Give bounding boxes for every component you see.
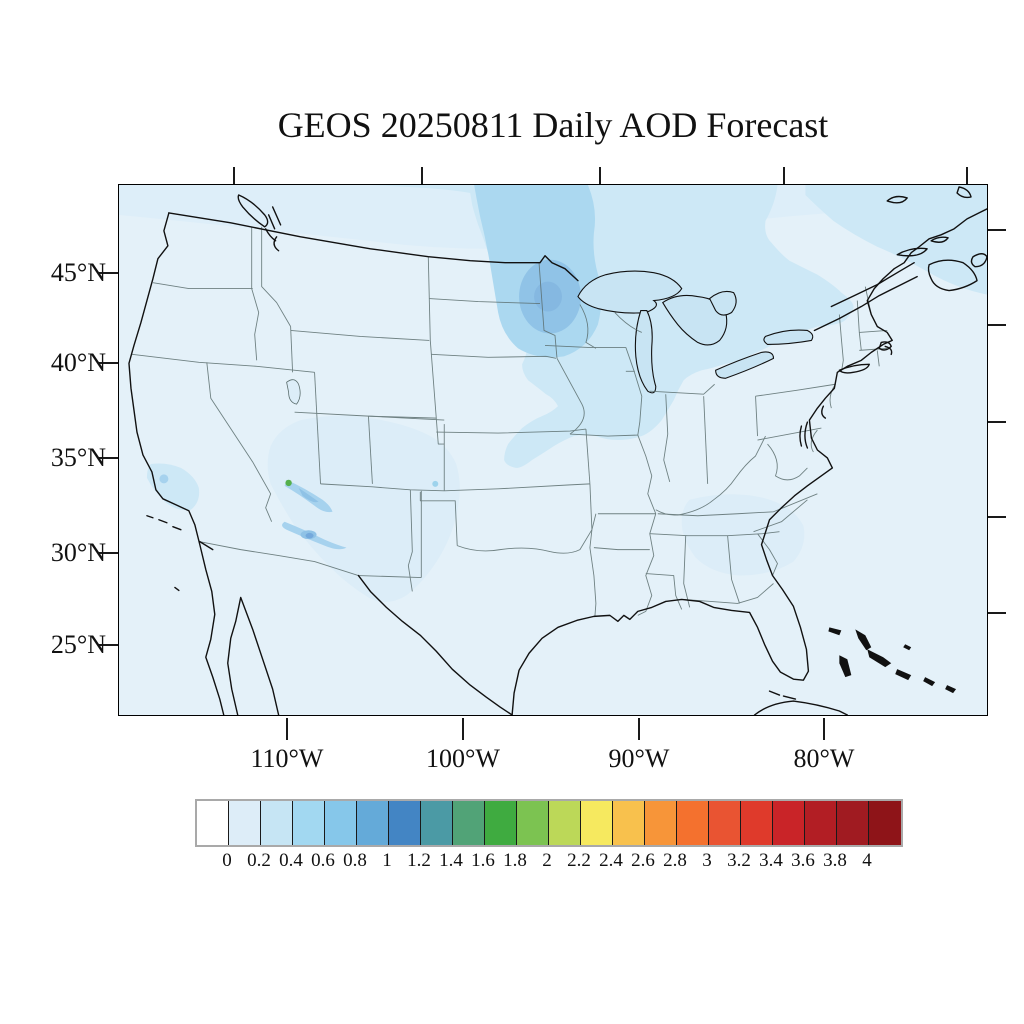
- aod-plume-inner-core: [534, 281, 562, 312]
- lat-label-25n: 25°N: [50, 630, 106, 659]
- islands: [828, 627, 957, 694]
- aod-northeast-region: [805, 185, 987, 295]
- colorbar-tick-label: 0.6: [311, 850, 335, 871]
- lon-label-100w: 100°W: [426, 744, 500, 773]
- left-tick: [99, 457, 118, 459]
- colorbar-tick-label: 3.2: [727, 850, 751, 871]
- georgian-bay: [708, 290, 737, 316]
- left-tick: [99, 272, 118, 274]
- aod-arizona-streak-1-core: [298, 487, 319, 503]
- right-tick: [988, 324, 1006, 326]
- colorbar-cell-0: [197, 801, 229, 845]
- colorbar-tick-label: 1.6: [471, 850, 495, 871]
- lon-label-80w: 80°W: [793, 744, 855, 773]
- aod-southwest-haze: [267, 415, 460, 602]
- colorbar-cell-16: [709, 801, 741, 845]
- state-borders: [131, 226, 888, 617]
- aod-arizona-green-speck: [285, 479, 292, 487]
- aod-colorbar: [195, 799, 903, 847]
- colorbar-cell-20: [837, 801, 869, 845]
- colorbar-tick-label: 1.2: [407, 850, 431, 871]
- top-tick: [966, 167, 968, 184]
- lake-ontario: [763, 329, 814, 345]
- colorbar-tick-label: 0.2: [247, 850, 271, 871]
- colorbar-cell-14: [645, 801, 677, 845]
- aod-california-spot: [159, 474, 169, 484]
- lon-label-90w: 90°W: [608, 744, 670, 773]
- colorbar-cell-6: [389, 801, 421, 845]
- lake-michigan: [634, 309, 657, 394]
- colorbar-cell-7: [421, 801, 453, 845]
- lat-label-35n: 35°N: [50, 443, 106, 472]
- colorbar-cell-4: [325, 801, 357, 845]
- colorbar-cell-2: [261, 801, 293, 845]
- colorbar-cell-15: [677, 801, 709, 845]
- colorbar-cell-13: [613, 801, 645, 845]
- lake-huron: [662, 294, 728, 346]
- lat-label-30n: 30°N: [50, 538, 106, 567]
- bottom-tick: [638, 718, 640, 740]
- great-lakes: [577, 270, 814, 394]
- colorbar-tick-label: 2.8: [663, 850, 687, 871]
- colorbar-cell-19: [805, 801, 837, 845]
- lon-label-110w: 110°W: [250, 744, 324, 773]
- right-tick: [988, 516, 1006, 518]
- colorbar-tick-label: 1.8: [503, 850, 527, 871]
- colorbar-tick-label: 0.8: [343, 850, 367, 871]
- bottom-tick: [286, 718, 288, 740]
- colorbar-tick-label: 3.4: [759, 850, 783, 871]
- colorbar-tick-label: 2: [542, 850, 552, 871]
- right-tick: [988, 229, 1006, 231]
- colorbar-tick-label: 2.6: [631, 850, 655, 871]
- left-tick: [99, 644, 118, 646]
- lat-label-45n: 45°N: [50, 258, 106, 287]
- colorbar-tick-label: 0.4: [279, 850, 303, 871]
- map-plot-area: [118, 184, 988, 716]
- colorbar-cell-17: [741, 801, 773, 845]
- top-tick: [599, 167, 601, 184]
- left-tick: [99, 552, 118, 554]
- plot-title: GEOS 20250811 Daily AOD Forecast: [277, 105, 829, 145]
- aod-arizona-blue-speck: [305, 532, 314, 539]
- colorbar-cell-9: [485, 801, 517, 845]
- lake-erie: [715, 351, 775, 379]
- great-salt-lake: [286, 379, 301, 405]
- right-tick: [988, 612, 1006, 614]
- right-tick: [988, 421, 1006, 423]
- colorbar-cell-21: [869, 801, 901, 845]
- colorbar-tick-label: 3: [702, 850, 712, 871]
- colorbar-tick-label: 1.4: [439, 850, 463, 871]
- colorbar-tick-label: 4: [862, 850, 872, 871]
- lake-superior: [577, 270, 683, 314]
- top-tick: [783, 167, 785, 184]
- top-tick: [233, 167, 235, 184]
- colorbar-tick-label: 2.2: [567, 850, 591, 871]
- colorbar-cell-10: [517, 801, 549, 845]
- colorbar-tick-label: 3.6: [791, 850, 815, 871]
- bottom-tick: [462, 718, 464, 740]
- coastlines: [128, 186, 987, 715]
- left-tick: [99, 362, 118, 364]
- colorbar-cell-5: [357, 801, 389, 845]
- aod-contour-map: [119, 185, 987, 715]
- top-tick: [421, 167, 423, 184]
- colorbar-tick-label: 1: [382, 850, 392, 871]
- aod-california-patch: [146, 463, 200, 511]
- colorbar-tick-label: 2.4: [599, 850, 623, 871]
- aod-colorado-speck: [432, 480, 439, 487]
- bottom-tick: [823, 718, 825, 740]
- colorbar-tick-label: 0: [222, 850, 232, 871]
- colorbar-tick-label: 3.8: [823, 850, 847, 871]
- lat-label-40n: 40°N: [50, 348, 106, 377]
- colorbar-cell-1: [229, 801, 261, 845]
- colorbar-cell-18: [773, 801, 805, 845]
- colorbar-cell-12: [581, 801, 613, 845]
- colorbar-cell-3: [293, 801, 325, 845]
- colorbar-cell-8: [453, 801, 485, 845]
- colorbar-cell-11: [549, 801, 581, 845]
